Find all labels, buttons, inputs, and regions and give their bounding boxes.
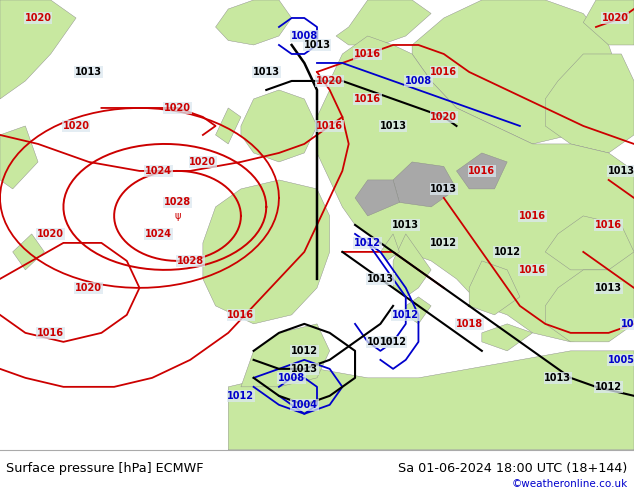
Text: 1020: 1020	[25, 13, 51, 23]
Text: 1012: 1012	[228, 391, 254, 401]
Text: 1012: 1012	[430, 238, 457, 248]
Text: 1020: 1020	[37, 229, 64, 239]
Text: 1024: 1024	[145, 229, 172, 239]
Polygon shape	[241, 324, 330, 387]
Text: 1013: 1013	[392, 220, 419, 230]
Text: 1012: 1012	[380, 337, 406, 347]
Polygon shape	[203, 180, 330, 324]
Polygon shape	[393, 162, 456, 207]
Text: 1008: 1008	[291, 31, 318, 41]
Text: 1013: 1013	[291, 364, 318, 374]
Text: 1013: 1013	[608, 166, 634, 176]
Text: 1028: 1028	[164, 197, 191, 207]
Text: 1016: 1016	[469, 166, 495, 176]
Text: 1013: 1013	[253, 67, 280, 77]
Text: 1016: 1016	[519, 265, 546, 275]
Text: 1012: 1012	[595, 382, 622, 392]
Text: 1016: 1016	[316, 121, 343, 131]
Text: 1016: 1016	[595, 220, 622, 230]
Text: 1012: 1012	[291, 346, 318, 356]
Polygon shape	[228, 351, 634, 450]
Text: 1008: 1008	[405, 76, 432, 86]
Text: 1013: 1013	[304, 40, 330, 50]
Text: 1016: 1016	[519, 211, 546, 221]
Polygon shape	[545, 216, 634, 270]
Polygon shape	[583, 0, 634, 45]
Polygon shape	[393, 234, 431, 297]
Text: 1004: 1004	[291, 400, 318, 410]
Text: ψ: ψ	[174, 211, 181, 221]
Text: 1020: 1020	[430, 112, 457, 122]
Text: 1013: 1013	[380, 121, 406, 131]
Text: 1020: 1020	[316, 76, 343, 86]
Polygon shape	[545, 54, 634, 153]
Polygon shape	[216, 0, 292, 45]
Polygon shape	[216, 108, 241, 144]
Text: 1012: 1012	[354, 238, 381, 248]
Polygon shape	[406, 297, 431, 324]
Text: 1020: 1020	[602, 13, 628, 23]
Text: 1013: 1013	[595, 283, 622, 293]
Text: 1013: 1013	[430, 184, 457, 194]
Text: 1016: 1016	[354, 94, 381, 104]
Polygon shape	[456, 153, 507, 189]
Text: 1004: 1004	[621, 319, 634, 329]
Text: 1020: 1020	[164, 103, 191, 113]
Text: 1016: 1016	[354, 49, 381, 59]
Text: 1024: 1024	[145, 166, 172, 176]
Text: 1012: 1012	[494, 247, 521, 257]
Polygon shape	[482, 324, 533, 351]
Text: 1028: 1028	[177, 256, 204, 266]
Text: 1013: 1013	[75, 67, 102, 77]
Polygon shape	[412, 0, 621, 144]
Text: 1013: 1013	[367, 274, 394, 284]
Polygon shape	[336, 0, 431, 45]
Polygon shape	[545, 270, 634, 342]
Text: 1005: 1005	[608, 355, 634, 365]
Polygon shape	[317, 36, 634, 342]
Text: 1018: 1018	[456, 319, 482, 329]
Text: Sa 01-06-2024 18:00 UTC (18+144): Sa 01-06-2024 18:00 UTC (18+144)	[398, 462, 628, 475]
Text: 1020: 1020	[190, 157, 216, 167]
Polygon shape	[241, 90, 317, 162]
Text: 1016: 1016	[37, 328, 64, 338]
Text: 1013: 1013	[367, 337, 394, 347]
Text: ©weatheronline.co.uk: ©weatheronline.co.uk	[512, 479, 628, 489]
Text: 1020: 1020	[63, 121, 89, 131]
Text: 1016: 1016	[228, 310, 254, 320]
Polygon shape	[0, 126, 38, 189]
Text: 1013: 1013	[545, 373, 571, 383]
Text: 1012: 1012	[392, 310, 419, 320]
Polygon shape	[0, 0, 76, 99]
Text: 1016: 1016	[430, 67, 457, 77]
Text: Surface pressure [hPa] ECMWF: Surface pressure [hPa] ECMWF	[6, 462, 204, 475]
Polygon shape	[380, 234, 399, 261]
Polygon shape	[469, 261, 520, 315]
Polygon shape	[13, 234, 44, 270]
Text: 1008: 1008	[278, 373, 305, 383]
Polygon shape	[355, 180, 399, 216]
Text: 1020: 1020	[75, 283, 102, 293]
